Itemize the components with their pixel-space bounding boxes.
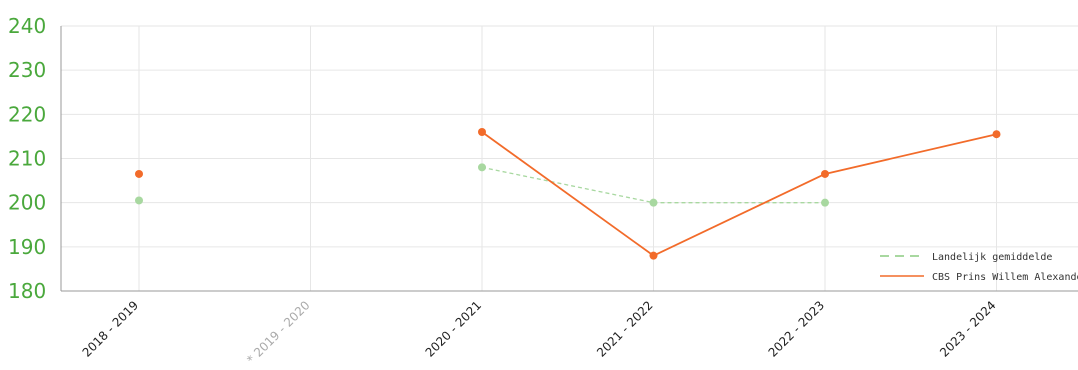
y-tick-label: 240 [8, 14, 46, 38]
x-tick-label: 2022 - 2023 [766, 298, 828, 360]
x-tick-label: 2021 - 2022 [594, 298, 656, 360]
data-point [478, 128, 486, 136]
series-school [135, 128, 1001, 260]
series-line-segment [481, 131, 655, 257]
y-tick-label: 180 [8, 279, 46, 303]
y-tick-label: 220 [8, 102, 46, 126]
legend-label: Landelijk gemiddelde [932, 252, 1052, 263]
series-line-segment [481, 166, 654, 204]
data-point [478, 163, 486, 172]
y-tick-label: 210 [8, 147, 46, 171]
y-tick-label: 190 [8, 235, 46, 259]
legend: Landelijk gemiddelde CBS Prins Willem Ale… [880, 252, 1078, 283]
y-tick-label: 230 [8, 58, 46, 82]
data-point [992, 130, 1001, 139]
legend-label: CBS Prins Willem Alexander [932, 272, 1078, 283]
x-tick-label: 2020 - 2021 [423, 298, 485, 360]
data-point [649, 251, 658, 260]
data-point [821, 198, 829, 207]
data-point [821, 169, 829, 178]
x-tick-label: 2023 - 2024 [937, 298, 999, 360]
x-tick-label: 2018 - 2019 [80, 298, 142, 360]
data-point [135, 169, 143, 178]
grid-lines [61, 25, 1078, 291]
y-tick-label: 200 [8, 191, 46, 215]
x-tick-label: * 2019 - 2020 [244, 298, 312, 366]
data-point [649, 198, 658, 207]
x-axis-ticks: 2018 - 2019 * 2019 - 2020 2020 - 2021 2021 … [80, 298, 999, 366]
axes [60, 26, 1078, 292]
y-axis-ticks: 180 190 200 210 220 230 240 [8, 14, 46, 303]
series-line-segment [653, 173, 826, 257]
data-point [135, 196, 143, 205]
series-line-segment [824, 133, 997, 175]
series-landelijk-gemiddelde [135, 163, 829, 207]
series-layer [135, 128, 1001, 260]
